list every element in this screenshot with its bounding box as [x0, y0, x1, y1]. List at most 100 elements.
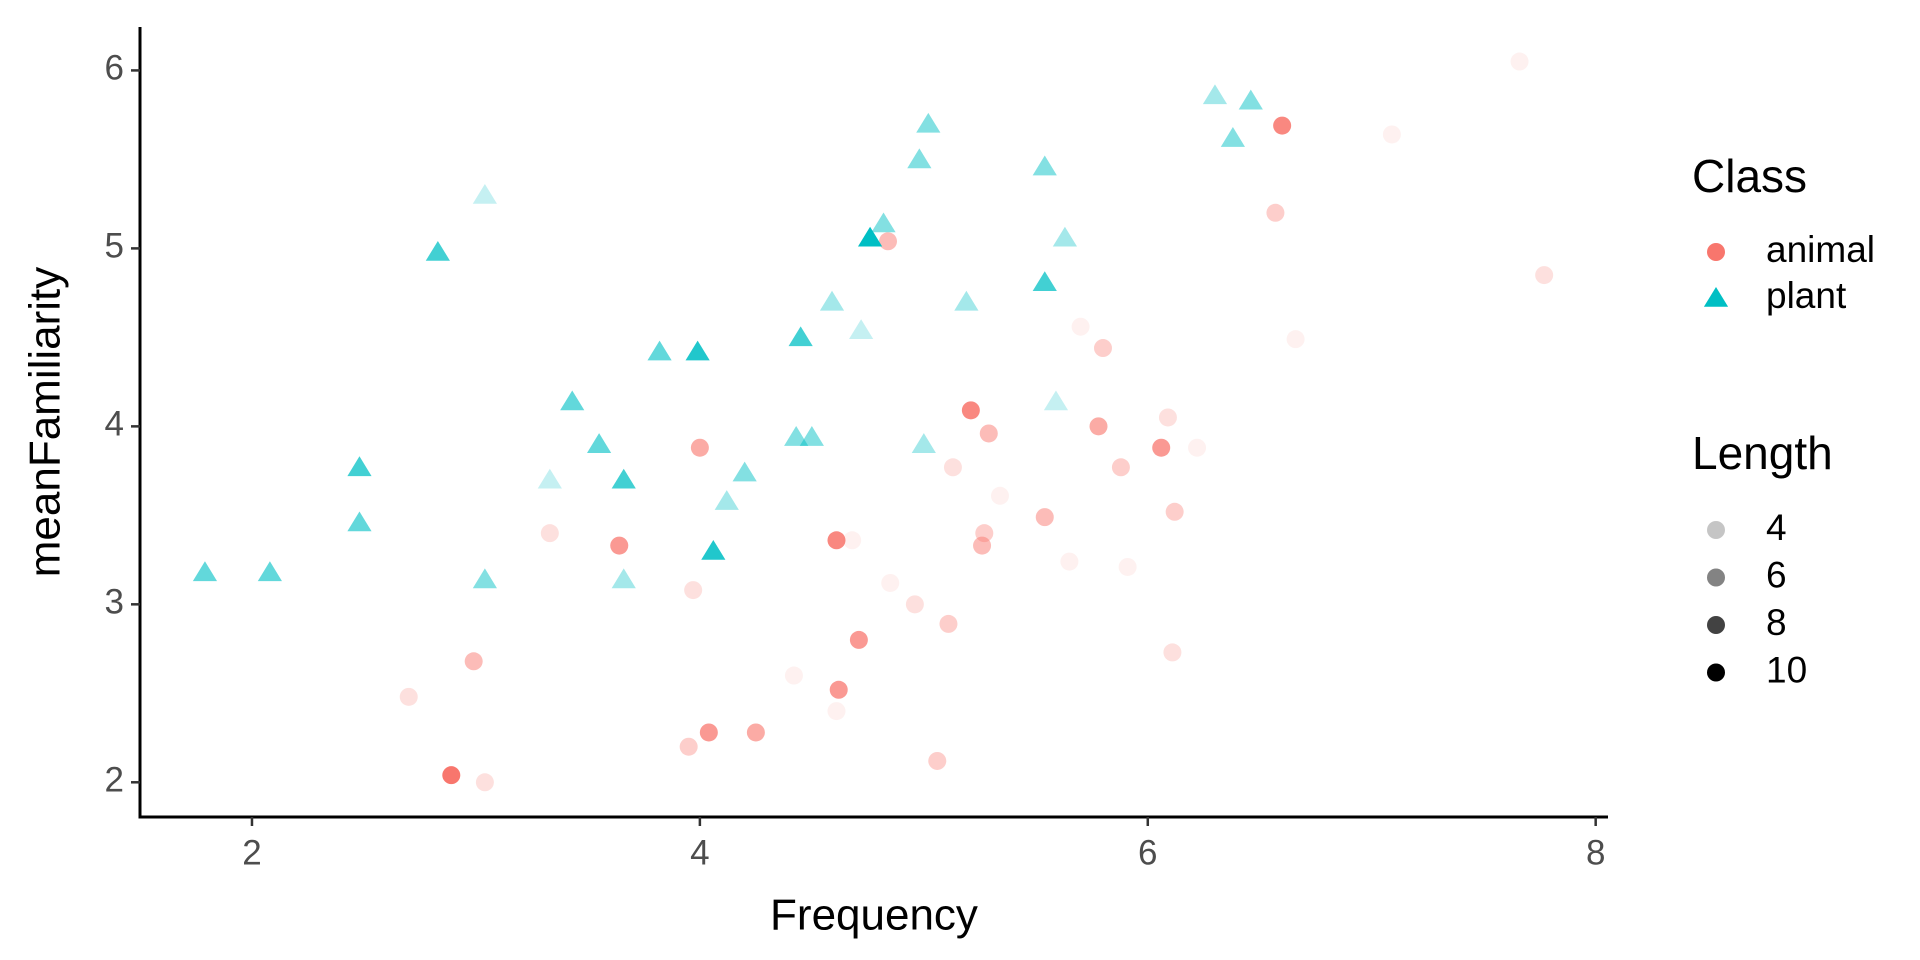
point [871, 212, 896, 233]
legend-label: 8 [1766, 602, 1787, 643]
point [928, 751, 947, 770]
point [537, 468, 562, 489]
legend-title: Length [1692, 427, 1833, 479]
point [1238, 89, 1263, 110]
point [975, 524, 994, 543]
point [799, 426, 824, 446]
point [843, 531, 862, 550]
point [1089, 417, 1108, 436]
point [610, 536, 629, 555]
point [1535, 266, 1554, 285]
point [1043, 390, 1069, 411]
point [907, 148, 932, 169]
point [1382, 125, 1401, 144]
point [827, 702, 846, 721]
point [979, 424, 998, 443]
point [1163, 643, 1182, 662]
point [973, 536, 992, 555]
point [647, 340, 672, 361]
point [586, 433, 612, 453]
point [881, 573, 900, 592]
x-tick-label: 2 [242, 833, 261, 872]
point [878, 232, 897, 251]
point [732, 461, 757, 482]
legend-key [1707, 568, 1725, 587]
point [685, 340, 710, 361]
point [714, 490, 739, 510]
point [788, 326, 813, 347]
point [1510, 52, 1529, 71]
point [699, 723, 718, 742]
y-tick-label: 4 [105, 405, 124, 444]
point [1202, 84, 1228, 105]
point [911, 433, 936, 453]
legend-key [1707, 663, 1725, 682]
point [399, 687, 418, 706]
legend-title: Class [1692, 150, 1807, 202]
point [347, 456, 372, 477]
point [849, 319, 874, 340]
point [679, 737, 698, 756]
point [1052, 226, 1078, 247]
point [1071, 317, 1090, 336]
point [905, 595, 924, 614]
legend-label: 4 [1766, 507, 1787, 548]
point [701, 539, 726, 560]
point [257, 561, 282, 582]
point [990, 486, 1009, 505]
point [472, 568, 497, 589]
point [1165, 502, 1184, 521]
point [784, 426, 809, 446]
point [1093, 339, 1112, 358]
point [475, 773, 494, 792]
legend-key [1707, 521, 1725, 539]
y-tick-label: 5 [105, 227, 124, 266]
point [849, 630, 868, 649]
point [690, 438, 709, 457]
point [784, 666, 803, 685]
point [943, 458, 962, 477]
point [961, 401, 980, 420]
point [472, 184, 497, 204]
legend-key [1703, 287, 1729, 307]
point [939, 614, 958, 633]
point [442, 766, 461, 785]
point [1273, 116, 1292, 135]
point [611, 468, 636, 489]
point [1060, 552, 1079, 571]
point [1266, 203, 1285, 222]
point [347, 511, 372, 532]
legend-label: plant [1766, 275, 1847, 316]
point [1032, 155, 1057, 176]
y-tick-label: 2 [105, 761, 124, 800]
legend-label: 10 [1766, 649, 1807, 690]
point [192, 561, 218, 582]
x-tick-label: 8 [1586, 833, 1605, 872]
y-axis-title: meanFamiliarity [21, 267, 70, 578]
legend-label: animal [1766, 229, 1875, 270]
point [1220, 127, 1245, 147]
point [425, 240, 450, 261]
point [464, 652, 483, 671]
x-tick-label: 4 [690, 833, 709, 872]
y-tick-label: 3 [105, 583, 124, 622]
point [827, 531, 846, 550]
legend-key [1707, 243, 1725, 261]
y-tick-label: 6 [105, 49, 124, 88]
point [819, 290, 845, 311]
point [1188, 438, 1207, 457]
legend-label: 6 [1766, 554, 1787, 595]
point [1032, 271, 1057, 292]
point [1118, 557, 1137, 576]
point [1158, 408, 1177, 427]
x-axis-title: Frequency [770, 891, 978, 940]
point [1035, 508, 1054, 527]
point [829, 680, 848, 699]
point [857, 226, 883, 247]
point [540, 524, 559, 543]
point [916, 112, 941, 133]
point [684, 581, 703, 600]
x-tick-label: 6 [1138, 833, 1157, 872]
